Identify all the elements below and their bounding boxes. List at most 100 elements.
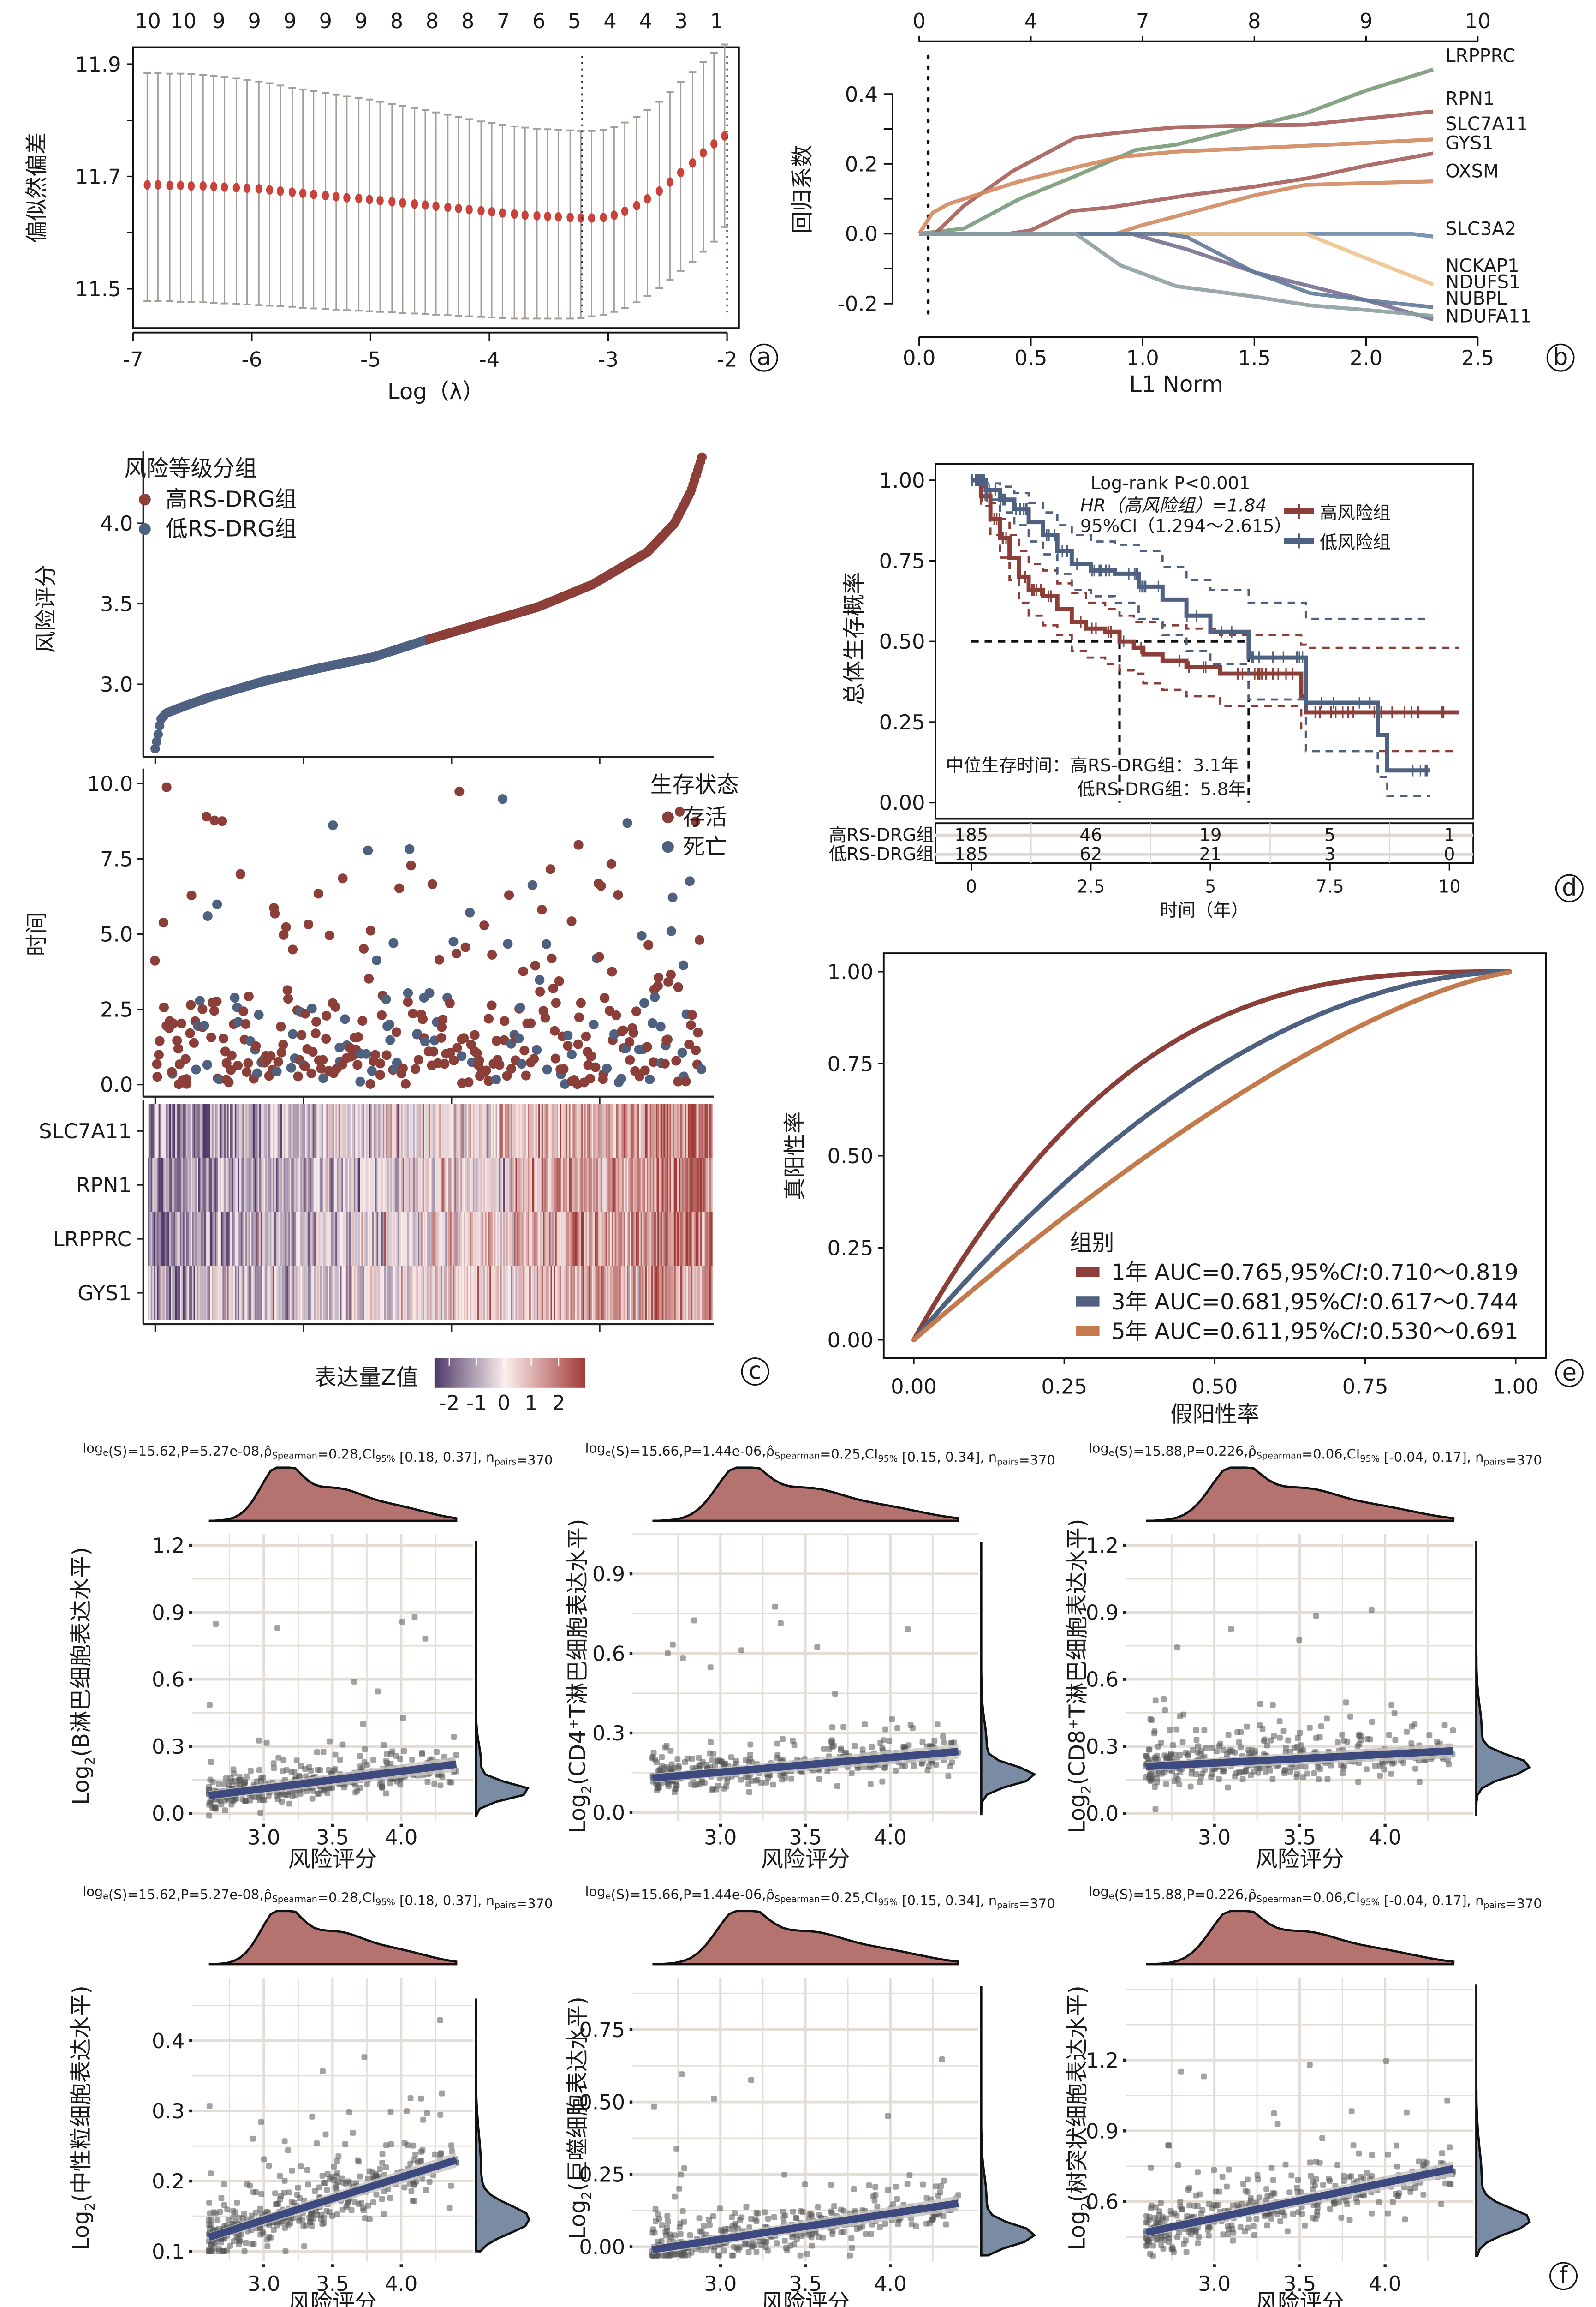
heatmap-cell <box>179 1266 182 1320</box>
heatmap-cell <box>392 1266 394 1320</box>
heatmap-cell <box>422 1158 424 1212</box>
y-tick-label: 0.3 <box>592 1721 625 1745</box>
heatmap-cell <box>639 1212 641 1266</box>
data-point <box>389 1748 396 1755</box>
heatmap-cell <box>697 1158 699 1212</box>
heatmap-cell <box>526 1104 528 1158</box>
stat-text: log <box>83 1884 103 1900</box>
heatmap-cell <box>288 1212 290 1266</box>
heatmap-cell <box>567 1266 569 1320</box>
heatmap-cell <box>653 1158 655 1212</box>
heatmap-cell <box>285 1104 287 1158</box>
heatmap-cell <box>250 1158 252 1212</box>
data-point <box>424 2110 430 2116</box>
data-point <box>1295 1735 1301 1741</box>
data-point <box>910 1725 916 1731</box>
heatmap-cell <box>532 1104 534 1158</box>
y-tick <box>189 1678 192 1681</box>
survival-point <box>316 1064 326 1074</box>
survival-point <box>515 1002 525 1013</box>
cv-point <box>432 201 440 211</box>
survival-point <box>445 1047 455 1058</box>
heatmap-cell <box>591 1158 594 1212</box>
cv-point <box>689 158 697 168</box>
heatmap-cell <box>234 1266 237 1320</box>
heatmap-cell <box>274 1158 276 1212</box>
heatmap-cell <box>471 1158 473 1212</box>
data-point <box>746 2224 753 2230</box>
survival-point <box>304 919 314 930</box>
heatmap-cell <box>535 1104 537 1158</box>
heatmap-cell <box>305 1266 307 1320</box>
data-point <box>949 1759 955 1766</box>
data-point <box>218 2195 225 2201</box>
heatmap-cell <box>186 1266 188 1320</box>
data-point <box>732 2220 738 2227</box>
data-point <box>314 1749 320 1755</box>
heatmap-cell <box>161 1158 163 1212</box>
heatmap-cell <box>654 1158 656 1212</box>
data-point <box>711 2095 717 2102</box>
heatmap-cell <box>708 1212 710 1266</box>
data-point <box>1187 1783 1194 1790</box>
heatmap-cell <box>674 1212 676 1266</box>
heatmap-cell <box>494 1212 496 1266</box>
heatmap-cell <box>430 1104 432 1158</box>
y-axis-label-sub: 2 <box>578 1785 594 1793</box>
data-point <box>788 1775 795 1782</box>
heatmap-cell <box>688 1266 690 1320</box>
heatmap-cell <box>380 1104 381 1158</box>
data-point <box>355 2157 361 2164</box>
survival-point <box>251 1041 261 1051</box>
heatmap-cell <box>633 1104 635 1158</box>
heatmap-cell <box>566 1266 568 1320</box>
heatmap-cell <box>671 1104 673 1158</box>
heatmap-cell <box>527 1212 530 1266</box>
data-point <box>753 2218 760 2224</box>
cv-point <box>566 213 574 222</box>
stat-n: 370 <box>527 1452 553 1468</box>
heatmap-cell <box>505 1212 507 1266</box>
heatmap-cell <box>416 1158 418 1212</box>
heatmap-cell <box>277 1158 280 1212</box>
data-point <box>940 1733 947 1739</box>
cv-point <box>310 190 317 199</box>
heatmap-cell <box>534 1212 536 1266</box>
heatmap-cell <box>558 1158 560 1212</box>
heatmap-cell <box>558 1104 560 1158</box>
heatmap-cell <box>279 1104 281 1158</box>
heatmap-cell <box>628 1266 631 1320</box>
survival-point <box>195 996 205 1006</box>
stat-P: 1.44e-06 <box>703 1443 762 1459</box>
heatmap-cell <box>564 1212 566 1266</box>
heatmap-cell <box>415 1158 417 1212</box>
heatmap-cell <box>471 1266 473 1320</box>
heatmap-cell <box>177 1212 179 1266</box>
heatmap-cell <box>407 1212 409 1266</box>
y-tick <box>629 2028 633 2032</box>
heatmap-cell <box>431 1158 434 1212</box>
heatmap-cell <box>456 1266 458 1320</box>
heatmap-cell <box>268 1158 270 1212</box>
data-point <box>791 2241 798 2247</box>
heatmap-cell <box>402 1212 405 1266</box>
survival-point <box>563 1040 573 1051</box>
survival-point <box>334 1042 345 1052</box>
data-point <box>1269 1702 1276 1708</box>
legend-label-ci: CI <box>1340 1260 1362 1285</box>
heatmap-cell <box>363 1158 365 1212</box>
heatmap-cell <box>421 1104 423 1158</box>
heatmap-cell <box>421 1158 423 1212</box>
heatmap-cell <box>584 1158 586 1212</box>
heatmap-cell <box>399 1158 401 1212</box>
y-tick-label: 0.3 <box>152 1734 185 1759</box>
heatmap-cell <box>497 1212 499 1266</box>
heatmap-cell <box>634 1266 637 1320</box>
data-point <box>828 2210 835 2216</box>
heatmap-cell <box>530 1266 533 1320</box>
heatmap-cell <box>669 1266 672 1320</box>
data-point <box>357 2173 363 2180</box>
data-point <box>691 1617 697 1624</box>
heatmap-cell <box>456 1158 458 1212</box>
heatmap-cell <box>620 1266 623 1320</box>
